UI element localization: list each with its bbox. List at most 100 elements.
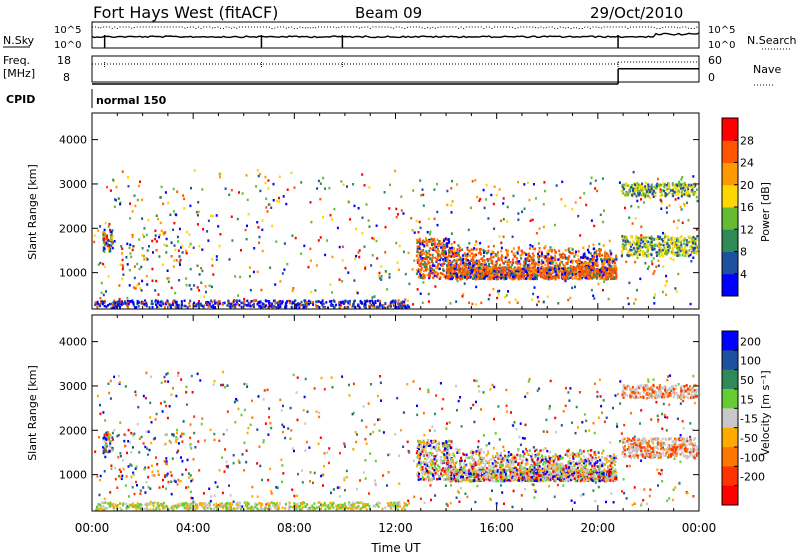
scatter-cell [537,242,540,245]
scatter-cell [261,502,264,506]
scatter-cell [320,376,323,380]
scatter-cell [669,241,672,244]
scatter-cell [444,276,447,280]
scatter-cell [537,252,540,256]
scatter-cell [309,201,312,204]
scatter-cell [683,181,686,185]
scatter-cell [659,188,662,191]
scatter-cell [688,240,691,244]
scatter-cell [172,187,175,191]
scatter-cell [348,394,351,397]
scatter-cell [564,265,566,268]
scatter-cell [681,221,684,225]
scatter-cell [160,300,163,303]
scatter-cell [430,237,433,241]
scatter-cell [155,214,158,217]
scatter-cell [568,255,571,258]
scatter-cell [181,440,184,443]
scatter-cell [160,502,163,506]
scatter-cell [519,266,522,269]
scatter-cell [210,299,213,302]
scatter-cell [626,251,629,255]
scatter-cell [664,194,667,198]
scatter-cell [472,264,475,268]
scatter-cell [176,437,179,441]
scatter-cell [149,401,152,405]
scatter-cell [308,446,311,449]
scatter-cell [509,260,512,264]
scatter-cell [676,237,679,240]
scatter-cell [607,297,610,301]
scatter-cell [600,404,603,408]
scatter-cell [658,190,661,193]
scatter-cell [575,274,578,277]
scatter-cell [216,302,219,305]
scatter-cell [163,306,166,309]
scatter-cell [264,181,267,185]
scatter-cell [246,198,249,202]
scatter-cell [341,259,344,262]
scatter-cell [636,182,639,185]
scatter-cell [437,253,440,256]
scatter-cell [121,170,124,173]
scatter-cell [564,279,567,283]
scatter-cell [395,207,398,211]
scatter-cell [142,486,145,489]
scatter-cell [662,254,664,258]
scatter-cell [177,240,180,243]
scatter-cell [548,261,551,264]
scatter-cell [132,501,135,505]
power-colorbar-tick-label: 4 [740,268,747,281]
scatter-cell [413,259,416,262]
scatter-cell [219,505,221,508]
scatter-cell [426,244,429,247]
scatter-cell [446,189,449,193]
scatter-cell [357,303,359,306]
scatter-cell [430,498,432,502]
scatter-cell [492,277,495,280]
scatter-cell [485,198,487,201]
scatter-cell [216,485,219,489]
scatter-cell [148,448,151,452]
scatter-cell [657,456,660,459]
scatter-cell [569,265,572,268]
scatter-cell [299,502,302,505]
scatter-cell [550,250,553,253]
scatter-cell [549,459,552,463]
scatter-cell [519,443,522,447]
scatter-cell [429,271,432,275]
scatter-cell [406,304,409,307]
scatter-cell [257,174,260,178]
scatter-cell [625,235,628,239]
scatter-cell [475,276,478,279]
scatter-cell [524,395,527,398]
scatter-cell [442,261,445,264]
scatter-cell [297,505,300,509]
scatter-cell [433,271,436,274]
scatter-cell [562,252,565,256]
scatter-cell [370,383,372,386]
scatter-cell [330,376,333,379]
scatter-cell [169,213,172,217]
scatter-cell [656,182,659,186]
scatter-cell [590,272,593,275]
scatter-cell [300,181,303,184]
scatter-cell [183,299,186,302]
scatter-cell [641,190,644,194]
scatter-cell [603,263,605,266]
scatter-cell [567,249,570,252]
scatter-cell [594,382,596,385]
scatter-cell [240,507,242,511]
scatter-cell [474,243,477,247]
scatter-cell [109,379,112,383]
scatter-cell [501,491,504,494]
scatter-cell [181,244,184,248]
scatter-cell [451,270,454,273]
scatter-cell [547,258,550,262]
scatter-cell [475,259,478,263]
scatter-cell [629,248,632,251]
scatter-cell [667,375,670,378]
scatter-cell [112,301,115,304]
scatter-cell [662,231,664,235]
scatter-cell [423,501,426,504]
